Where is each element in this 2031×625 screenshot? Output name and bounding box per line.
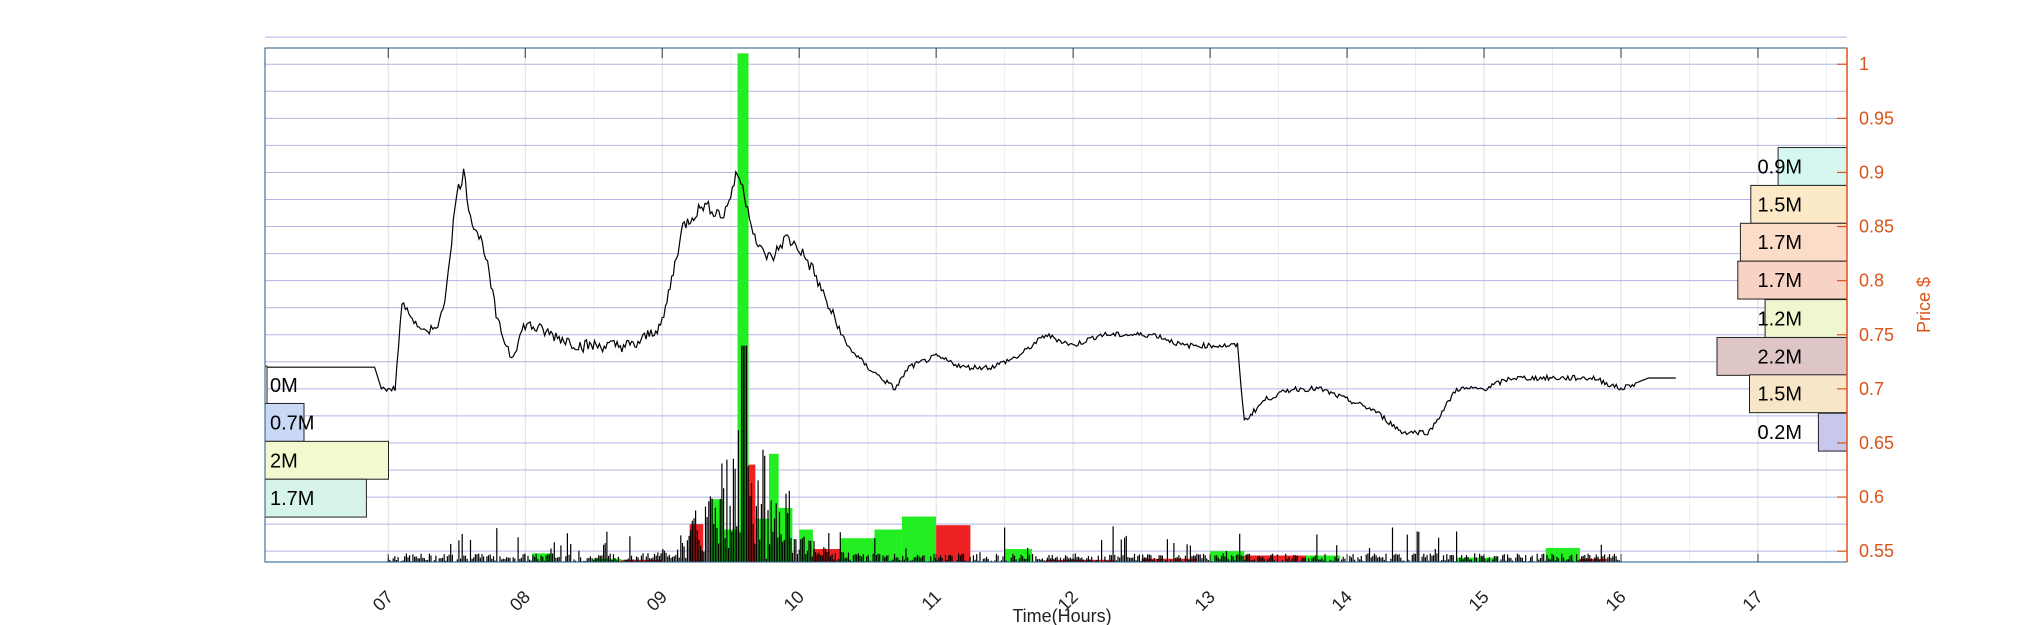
volume-profile-label: 2.2M [1758,346,1802,368]
y-tick-label: 0.9 [1859,162,1884,182]
x-axis: 07 08 09 10 11 12 13 14 15 16 17 [369,48,1767,615]
x-tick-label: 15 [1465,587,1493,615]
volume-bar [1244,555,1306,562]
volume-profile-label: 1.5M [1758,384,1802,406]
volume-profile-label: 0M [270,375,298,397]
x-tick-label: 17 [1738,587,1766,615]
y-tick-label: 0.95 [1859,108,1894,128]
y-axis-label: Price $ [1914,277,1934,333]
volume-profile-box [1737,260,1848,300]
y-axis-right: 0.55 0.6 0.65 0.7 0.75 0.8 0.85 0.9 0.95 1 [1837,48,1894,562]
volume-profile-left: 0M 0.7M 2M 1.7M [264,365,389,518]
volume-bar [769,453,779,562]
y-tick-label: 0.65 [1859,433,1894,453]
volume-bar [1210,551,1245,562]
y-tick-label: 0.7 [1859,379,1884,399]
volume-profile-box [264,440,389,480]
y-tick-label: 0.6 [1859,487,1884,507]
volume-profile-label: 0.7M [270,412,314,434]
volume-bar [689,524,704,562]
grid [265,36,1847,562]
volume-bar [936,525,971,562]
y-tick-label: 0.85 [1859,217,1894,237]
volume-profile-label: 1.7M [270,488,314,510]
x-tick-label: 16 [1602,587,1630,615]
volume-profile-label: 1.2M [1758,309,1802,331]
volume-profile-box [1764,299,1848,338]
volume-profile-box [1750,184,1848,224]
volume-bar [1579,558,1608,562]
y-tick-label: 0.8 [1859,271,1884,291]
volume-bar [737,53,749,563]
volume-profile-right: 0.9M 1.5M 1.7M 1.7M 1.2M 2.2M 1.5M 0.2M [1716,147,1848,452]
volume-bar [901,516,937,562]
plot-frame [264,47,1848,563]
volume-spike-lines [387,345,1620,562]
volume-spikes [387,345,1620,562]
price-line [265,168,1676,436]
volume-bar [1141,558,1197,562]
y-tick-label: 0.55 [1859,541,1894,561]
volume-profile-box [1739,222,1848,262]
y-tick-label: 0.75 [1859,325,1894,345]
volume-profile-box [1817,412,1848,452]
volume-profile-box [1749,374,1848,414]
volume-profile-box [264,402,305,442]
x-tick-label: 11 [918,587,945,614]
volume-profile-label: 2M [270,450,298,472]
price-line-group [265,168,1676,436]
x-axis-label: Time(Hours) [1012,606,1111,625]
volume-profile-label: 0.2M [1758,422,1802,444]
x-tick-label: 08 [506,587,534,615]
volume-bar [755,518,770,562]
volume-profile-label: 1.7M [1758,232,1802,254]
volume-bar [1305,555,1341,562]
y-tick-label: 1 [1859,54,1869,74]
x-tick-label: 09 [643,587,671,615]
x-tick-label: 13 [1191,587,1219,615]
volume-profile-label: 1.7M [1758,270,1802,292]
volume-profile-box [264,478,367,518]
volume-profile-label: 0.9M [1758,156,1802,178]
volume-profile-box [1777,147,1848,186]
x-tick-label: 10 [780,587,808,615]
x-tick-label: 14 [1328,587,1356,615]
x-tick-label: 07 [369,587,397,615]
volume-bar [1456,557,1498,562]
volume-profile-label: 1.5M [1758,194,1802,216]
